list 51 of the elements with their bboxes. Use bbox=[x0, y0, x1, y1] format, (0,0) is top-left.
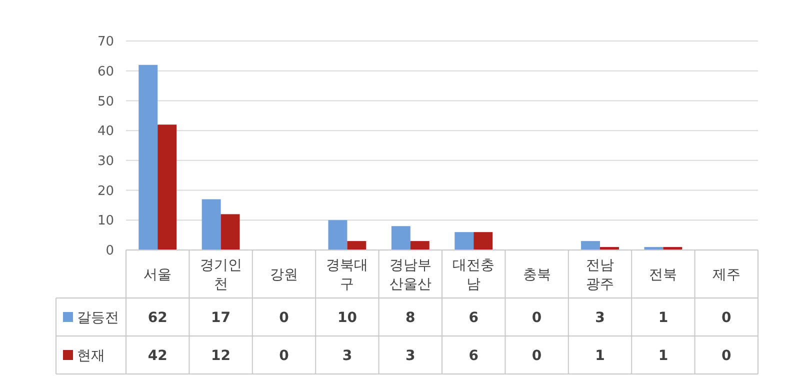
bar bbox=[220, 214, 240, 250]
data-label: 0 bbox=[532, 348, 542, 364]
y-tick-label: 10 bbox=[97, 214, 114, 229]
data-label: 0 bbox=[722, 310, 732, 326]
data-label: 0 bbox=[532, 310, 542, 326]
data-label: 62 bbox=[148, 310, 168, 326]
data-label: 1 bbox=[658, 310, 668, 326]
bar bbox=[391, 226, 410, 250]
data-label: 3 bbox=[342, 348, 352, 364]
data-label: 0 bbox=[279, 310, 290, 326]
y-tick-label: 30 bbox=[97, 154, 114, 169]
data-label: 12 bbox=[211, 348, 231, 364]
data-label: 0 bbox=[279, 348, 290, 364]
y-tick-label: 50 bbox=[97, 94, 114, 110]
data-label: 8 bbox=[406, 310, 416, 326]
x-tick-label: 전남 광주 bbox=[586, 257, 614, 292]
data-label: 6 bbox=[468, 310, 478, 326]
x-tick-label: 제주 bbox=[712, 266, 740, 283]
y-tick-label: 0 bbox=[106, 244, 114, 259]
y-tick-label: 70 bbox=[97, 34, 114, 50]
data-label: 6 bbox=[468, 348, 478, 364]
data-label: 1 bbox=[658, 348, 668, 364]
bar bbox=[158, 124, 177, 250]
x-tick-label: 경북대 구 bbox=[326, 257, 368, 292]
data-label: 42 bbox=[148, 348, 168, 364]
x-tick-label: 충북 bbox=[522, 266, 551, 283]
x-tick-label: 서울 bbox=[144, 266, 172, 283]
bar bbox=[347, 241, 366, 250]
data-label: 3 bbox=[406, 348, 416, 364]
bar bbox=[138, 64, 158, 250]
x-tick-label: 경기인 천 bbox=[200, 257, 242, 292]
bar bbox=[454, 232, 474, 250]
bar bbox=[474, 232, 493, 250]
x-tick-label: 전북 bbox=[649, 266, 678, 283]
data-label: 10 bbox=[337, 310, 358, 326]
data-label: 1 bbox=[595, 348, 605, 364]
y-tick-label: 60 bbox=[97, 64, 114, 80]
legend-label: 현재 bbox=[77, 348, 105, 364]
data-label: 3 bbox=[595, 310, 605, 326]
bar bbox=[581, 241, 600, 250]
bar bbox=[410, 241, 430, 250]
y-tick-label: 40 bbox=[97, 124, 114, 140]
y-tick-label: 20 bbox=[97, 184, 114, 199]
bar bbox=[328, 220, 348, 250]
data-label: 17 bbox=[211, 310, 231, 326]
x-tick-label: 대전충 남 bbox=[452, 257, 495, 292]
bar bbox=[202, 199, 221, 250]
x-tick-label: 강원 bbox=[270, 266, 298, 283]
legend-label: 갈등전 bbox=[77, 310, 119, 326]
x-tick-label: 경남부 산울산 bbox=[389, 257, 432, 292]
data-label: 0 bbox=[722, 348, 732, 364]
